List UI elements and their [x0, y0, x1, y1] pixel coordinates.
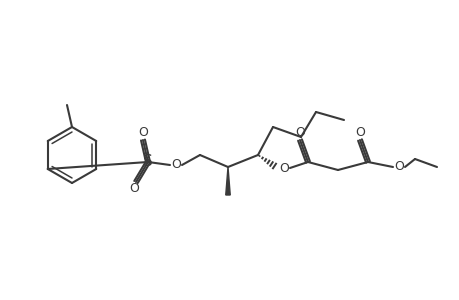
- Text: O: O: [138, 127, 148, 140]
- Text: O: O: [171, 158, 180, 172]
- Polygon shape: [225, 167, 230, 195]
- Text: O: O: [279, 163, 288, 176]
- Text: O: O: [393, 160, 403, 173]
- Text: S: S: [143, 154, 152, 169]
- Text: O: O: [294, 127, 304, 140]
- Text: O: O: [129, 182, 139, 196]
- Text: O: O: [354, 127, 364, 140]
